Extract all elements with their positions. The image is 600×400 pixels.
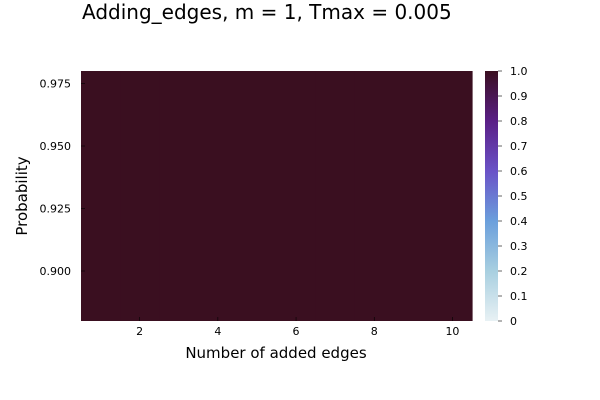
x-tick-label: 2 [136, 325, 143, 338]
heatmap-cell [198, 71, 238, 321]
plot-area [81, 71, 473, 321]
chart-title: Adding_edges, m = 1, Tmax = 0.005 [82, 0, 452, 24]
y-axis-label: Probability [13, 156, 31, 235]
colorbar-tick-label: 0.2 [510, 265, 528, 278]
y-tick-label: 0.975 [40, 78, 72, 91]
heatmap-cell [393, 71, 434, 321]
y-tick-label: 0.925 [40, 203, 72, 216]
colorbar-tick-label: 0.6 [510, 165, 528, 178]
x-tick-label: 4 [214, 325, 221, 338]
x-axis-label: Number of added edges [185, 344, 367, 362]
colorbar-gradient [485, 71, 498, 321]
x-tick-label: 10 [445, 325, 459, 338]
colorbar-tick-label: 0.7 [510, 140, 528, 153]
colorbar-tick-label: 0.3 [510, 240, 528, 253]
x-axis: 2 4 6 8 10 [136, 317, 459, 338]
heatmap-cell [276, 71, 317, 321]
colorbar-tick-label: 1.0 [510, 65, 528, 78]
heatmap-cell [159, 71, 199, 321]
heatmap-cell [81, 71, 121, 321]
colorbar-tick-label: 0.4 [510, 215, 528, 228]
y-tick-label: 0.950 [40, 140, 72, 153]
colorbar: 0 0.1 0.2 0.3 0.4 0.5 0.6 0.7 0.8 0.9 1.0 [485, 65, 528, 328]
colorbar-tick-label: 0 [510, 315, 517, 328]
heatmap-cell [315, 71, 356, 321]
x-tick-label: 6 [293, 325, 300, 338]
colorbar-tick-label: 0.1 [510, 290, 528, 303]
y-tick-label: 0.900 [40, 265, 72, 278]
colorbar-tick-label: 0.9 [510, 90, 528, 103]
heatmap-cell [120, 71, 160, 321]
heatmap-cell [354, 71, 395, 321]
x-tick-label: 8 [371, 325, 378, 338]
heatmap-cell [432, 71, 473, 321]
colorbar-tick-label: 0.8 [510, 115, 528, 128]
y-axis: 0.900 0.925 0.950 0.975 [40, 78, 85, 278]
colorbar-tick-label: 0.5 [510, 190, 528, 203]
heatmap-cell [237, 71, 278, 321]
